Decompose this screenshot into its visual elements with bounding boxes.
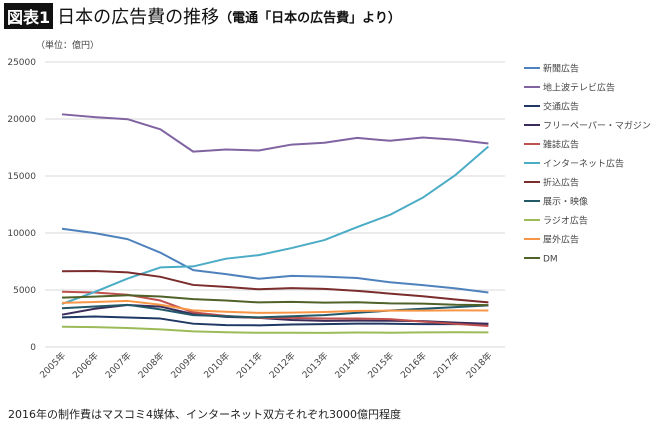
x-tick-label: 2013年 [299, 350, 330, 381]
x-tick-label: 2017年 [431, 350, 462, 381]
series-line [61, 325, 489, 334]
x-tick-label: 2005年 [37, 350, 68, 381]
series-line [61, 315, 489, 327]
x-tick-label: 2012年 [267, 350, 298, 381]
legend-label: フリーペーパー・マガジン [543, 121, 651, 132]
y-axis-unit: （単位：億円） [36, 41, 100, 51]
x-tick-label: 2014年 [332, 350, 363, 381]
figure-badge: 図表1 [4, 3, 54, 29]
legend-label: DM [543, 255, 558, 265]
footnote: 2016年の制作費はマスコミ4媒体、インターネット双方それぞれ3000億円程度 [8, 408, 401, 421]
x-tick-label: 2009年 [168, 350, 199, 381]
x-tick-label: 2008年 [135, 350, 166, 381]
legend-label: 展示・映像 [543, 196, 588, 208]
chart-title: 日本の広告費の推移 [57, 7, 220, 28]
legend-label: ラジオ広告 [543, 215, 588, 227]
legend-label: インターネット広告 [543, 158, 624, 170]
legend-label: 新聞広告 [543, 63, 579, 75]
x-tick-label: 2016年 [398, 350, 429, 381]
legend-label: 雑誌広告 [543, 139, 579, 151]
x-tick-label: 2006年 [70, 350, 101, 381]
y-tick-label: 20000 [7, 115, 36, 125]
x-tick-label: 2007年 [103, 350, 134, 381]
y-tick-label: 10000 [7, 229, 36, 239]
x-tick-label: 2018年 [463, 350, 494, 381]
y-tick-label: 15000 [7, 172, 36, 182]
y-tick-label: 5000 [13, 286, 36, 296]
series-line [61, 113, 489, 153]
legend-label: 屋外広告 [543, 234, 579, 246]
y-tick-label: 25000 [7, 58, 36, 68]
series-line [61, 270, 489, 304]
x-tick-label: 2015年 [365, 350, 396, 381]
chart-subtitle: （電通「日本の広告費」より） [219, 10, 401, 26]
legend-label: 交通広告 [543, 101, 579, 113]
x-tick-label: 2011年 [234, 350, 265, 381]
series-line [61, 294, 489, 307]
figure-title: 図表1 日本の広告費の推移 （電通「日本の広告費」より） [4, 3, 401, 29]
series-line [61, 303, 489, 319]
series-line [61, 227, 489, 294]
x-tick-label: 2010年 [201, 350, 232, 381]
y-tick-label: 0 [30, 343, 36, 353]
legend-label: 地上波テレビ広告 [543, 82, 615, 94]
series-line [61, 145, 490, 305]
legend-label: 折込広告 [543, 177, 579, 189]
series-line [61, 299, 489, 314]
